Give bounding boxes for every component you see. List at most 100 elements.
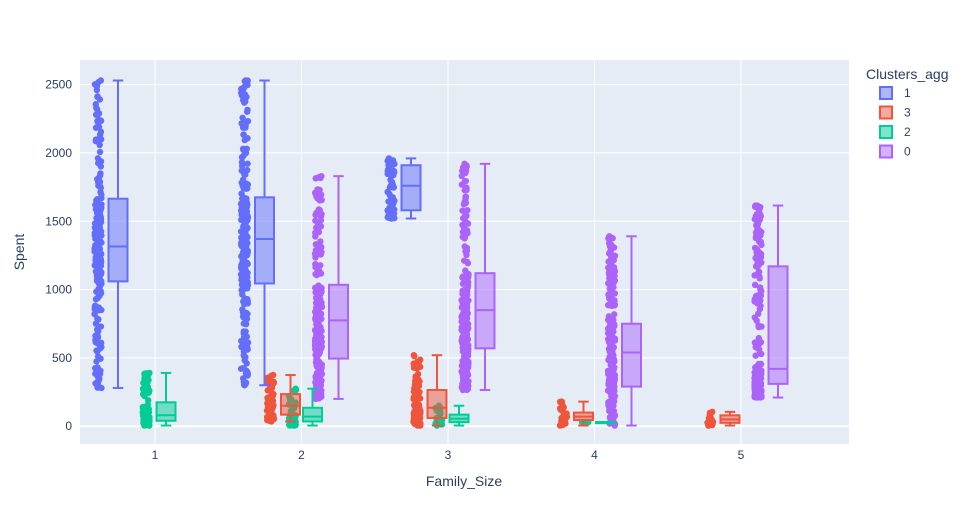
data-point bbox=[416, 414, 424, 422]
data-point bbox=[94, 93, 101, 101]
data-point bbox=[241, 380, 249, 387]
legend-label: 3 bbox=[904, 106, 911, 120]
data-point bbox=[414, 378, 421, 386]
data-point bbox=[238, 281, 246, 288]
data-point bbox=[611, 412, 618, 420]
data-point bbox=[609, 336, 617, 344]
data-point bbox=[93, 86, 101, 94]
y-tick-label: 2500 bbox=[45, 78, 72, 92]
data-point bbox=[753, 249, 760, 256]
data-point bbox=[463, 186, 470, 194]
data-point bbox=[94, 340, 102, 347]
data-point bbox=[608, 330, 615, 338]
legend-swatch[interactable] bbox=[879, 125, 893, 139]
data-point bbox=[387, 176, 394, 184]
data-point bbox=[755, 334, 763, 342]
data-point bbox=[458, 384, 465, 391]
data-point bbox=[314, 218, 321, 225]
data-point bbox=[706, 409, 714, 417]
data-point bbox=[92, 380, 99, 387]
data-point bbox=[608, 268, 616, 275]
legend: Clusters_agg 1 3 2 0 bbox=[866, 66, 949, 159]
data-point bbox=[316, 191, 323, 199]
data-point bbox=[752, 383, 759, 391]
data-point bbox=[561, 410, 569, 417]
data-point bbox=[387, 205, 395, 213]
data-point bbox=[292, 386, 300, 394]
data-point bbox=[752, 352, 759, 359]
data-point bbox=[390, 184, 397, 191]
data-point bbox=[416, 395, 424, 402]
data-point bbox=[758, 350, 765, 358]
y-tick-labels: 0 500 1000 1500 2000 2500 bbox=[45, 78, 72, 434]
data-point bbox=[318, 361, 326, 368]
data-points bbox=[91, 77, 765, 429]
box-iqr bbox=[107, 197, 129, 283]
data-point bbox=[244, 160, 251, 167]
data-point bbox=[756, 369, 763, 376]
data-point bbox=[318, 243, 325, 251]
legend-swatch[interactable] bbox=[879, 144, 893, 159]
box-iqr bbox=[328, 283, 349, 360]
data-point bbox=[463, 386, 470, 394]
data-point bbox=[607, 296, 614, 303]
data-point bbox=[94, 333, 102, 341]
data-point bbox=[240, 257, 248, 264]
data-point bbox=[144, 373, 151, 380]
data-point bbox=[93, 358, 100, 365]
data-point bbox=[92, 124, 100, 131]
data-point bbox=[705, 415, 713, 422]
data-point bbox=[241, 136, 248, 144]
data-point bbox=[605, 398, 612, 406]
data-point bbox=[610, 380, 618, 387]
x-tick-label: 2 bbox=[298, 448, 305, 462]
data-point bbox=[460, 164, 467, 171]
legend-swatch[interactable] bbox=[879, 86, 893, 100]
data-point bbox=[241, 97, 248, 105]
data-point bbox=[459, 298, 467, 306]
data-point bbox=[605, 356, 612, 364]
box-iqr bbox=[426, 389, 448, 420]
data-point bbox=[458, 339, 466, 347]
data-point bbox=[243, 180, 250, 187]
data-point bbox=[270, 414, 278, 422]
data-point bbox=[241, 357, 248, 364]
data-point bbox=[464, 371, 472, 379]
data-point bbox=[240, 328, 247, 335]
data-point bbox=[463, 353, 470, 360]
box-iqr bbox=[155, 401, 177, 422]
data-point bbox=[753, 342, 760, 349]
data-point bbox=[92, 137, 100, 145]
data-point bbox=[390, 210, 398, 217]
data-point bbox=[462, 248, 469, 255]
data-point bbox=[317, 390, 324, 398]
data-point bbox=[141, 392, 148, 400]
data-point bbox=[238, 239, 246, 246]
x-tick-labels: 1 2 3 4 5 bbox=[152, 448, 745, 462]
data-point bbox=[604, 335, 612, 343]
legend-swatch[interactable] bbox=[879, 105, 893, 120]
data-point bbox=[239, 89, 246, 97]
data-point bbox=[413, 384, 421, 391]
data-point bbox=[315, 331, 322, 339]
data-point bbox=[410, 388, 418, 395]
data-point bbox=[239, 162, 246, 170]
data-point bbox=[461, 212, 469, 219]
data-point bbox=[312, 351, 319, 359]
data-point bbox=[611, 301, 619, 308]
data-point bbox=[459, 323, 467, 330]
data-point bbox=[94, 176, 101, 183]
y-axis-title: Spent bbox=[11, 234, 27, 271]
data-point bbox=[610, 366, 617, 373]
x-axis-title: Family_Size bbox=[426, 473, 502, 489]
data-point bbox=[94, 315, 101, 322]
data-point bbox=[757, 286, 764, 293]
data-point bbox=[751, 272, 758, 279]
data-point bbox=[318, 343, 326, 350]
data-point bbox=[244, 214, 251, 222]
data-point bbox=[753, 231, 761, 239]
box-iqr bbox=[302, 406, 323, 423]
data-point bbox=[755, 262, 762, 269]
data-point bbox=[461, 235, 468, 242]
data-point bbox=[312, 233, 319, 240]
